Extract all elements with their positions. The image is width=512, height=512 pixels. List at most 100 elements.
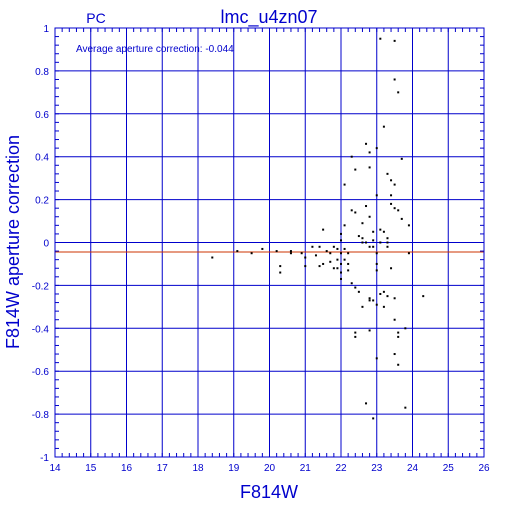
data-point [365, 241, 368, 244]
y-tick-label: 0.8 [35, 67, 49, 78]
data-point [368, 297, 371, 300]
y-tick-label: 0.6 [35, 110, 49, 121]
data-point [318, 265, 321, 268]
data-point [404, 327, 407, 330]
data-point [304, 265, 307, 268]
data-point [343, 258, 346, 261]
y-tick-label: 0 [43, 239, 49, 250]
data-point [400, 157, 403, 160]
data-point [379, 228, 382, 231]
y-tick-label: -0.2 [32, 281, 50, 292]
data-point [347, 262, 350, 265]
data-point [372, 230, 375, 233]
y-tick-label: -0.6 [32, 367, 50, 378]
x-tick-label: 23 [371, 463, 383, 474]
data-point [368, 151, 371, 154]
data-point [393, 318, 396, 321]
data-point [379, 241, 382, 244]
data-point [375, 303, 378, 306]
x-tick-label: 20 [264, 463, 276, 474]
data-point [329, 252, 332, 255]
detector-label: PC [86, 10, 105, 26]
data-point [390, 202, 393, 205]
data-point [379, 292, 382, 295]
data-point [386, 172, 389, 175]
data-point [343, 224, 346, 227]
data-point [311, 245, 314, 248]
data-point [368, 166, 371, 169]
data-point [361, 305, 364, 308]
data-point [393, 297, 396, 300]
data-point [407, 252, 410, 255]
data-point [422, 295, 425, 298]
tick-labels: 14 15 16 17 18 19 20 21 22 23 24 25 26 -1 -0.8 -0.6 -0.4… [32, 24, 490, 474]
data-point [372, 239, 375, 242]
data-point [350, 282, 353, 285]
data-point [390, 194, 393, 197]
data-point [375, 194, 378, 197]
plot-frame [54, 27, 485, 458]
data-point [397, 91, 400, 94]
data-point [211, 256, 214, 259]
data-point [365, 205, 368, 208]
data-point [390, 179, 393, 182]
data-point [365, 142, 368, 145]
data-point [375, 147, 378, 150]
data-point [397, 363, 400, 366]
y-tick-label: -1 [40, 453, 49, 464]
data-point [382, 230, 385, 233]
data-point [336, 258, 339, 261]
data-point [322, 262, 325, 265]
data-point [365, 402, 368, 405]
data-point [314, 254, 317, 257]
x-tick-label: 15 [85, 463, 97, 474]
data-point [382, 125, 385, 128]
data-point [390, 267, 393, 270]
data-point [386, 245, 389, 248]
average-annotation: Average aperture correction: -0.044 [76, 44, 234, 55]
data-point [372, 245, 375, 248]
data-point [386, 295, 389, 298]
data-point [340, 232, 342, 235]
data-point [329, 260, 332, 263]
data-point [325, 250, 328, 253]
data-point [368, 215, 371, 218]
data-point [354, 331, 357, 334]
data-point [375, 262, 378, 265]
y-tick-label: 0.4 [35, 153, 49, 164]
data-point [322, 228, 325, 231]
data-point [289, 250, 292, 253]
data-point [393, 39, 396, 42]
y-tick-label: 0.2 [35, 196, 49, 207]
x-tick-label: 26 [478, 463, 490, 474]
data-point [386, 237, 389, 240]
data-point [382, 290, 385, 293]
data-point [236, 250, 239, 253]
x-tick-label: 25 [443, 463, 455, 474]
data-point [393, 78, 396, 81]
x-tick-label: 24 [407, 463, 419, 474]
data-points [211, 37, 425, 420]
reference-lines [55, 242, 484, 253]
data-point [393, 207, 396, 210]
x-tick-label: 17 [157, 463, 169, 474]
data-point [386, 241, 389, 244]
x-tick-label: 21 [300, 463, 312, 474]
data-point [332, 267, 335, 270]
data-point [343, 183, 346, 186]
data-point [354, 168, 357, 171]
x-tick-label: 18 [192, 463, 204, 474]
data-point [261, 247, 264, 250]
data-point [350, 209, 353, 212]
data-point [368, 245, 371, 248]
data-point [397, 335, 400, 338]
x-axis-label: F814W [240, 482, 298, 502]
y-tick-label: -0.8 [32, 410, 50, 421]
data-point [300, 252, 303, 255]
data-point [340, 262, 342, 265]
x-tick-label: 14 [49, 463, 61, 474]
data-point [318, 245, 321, 248]
data-point [361, 222, 364, 225]
y-axis-label: F814W aperture correction [3, 135, 23, 349]
